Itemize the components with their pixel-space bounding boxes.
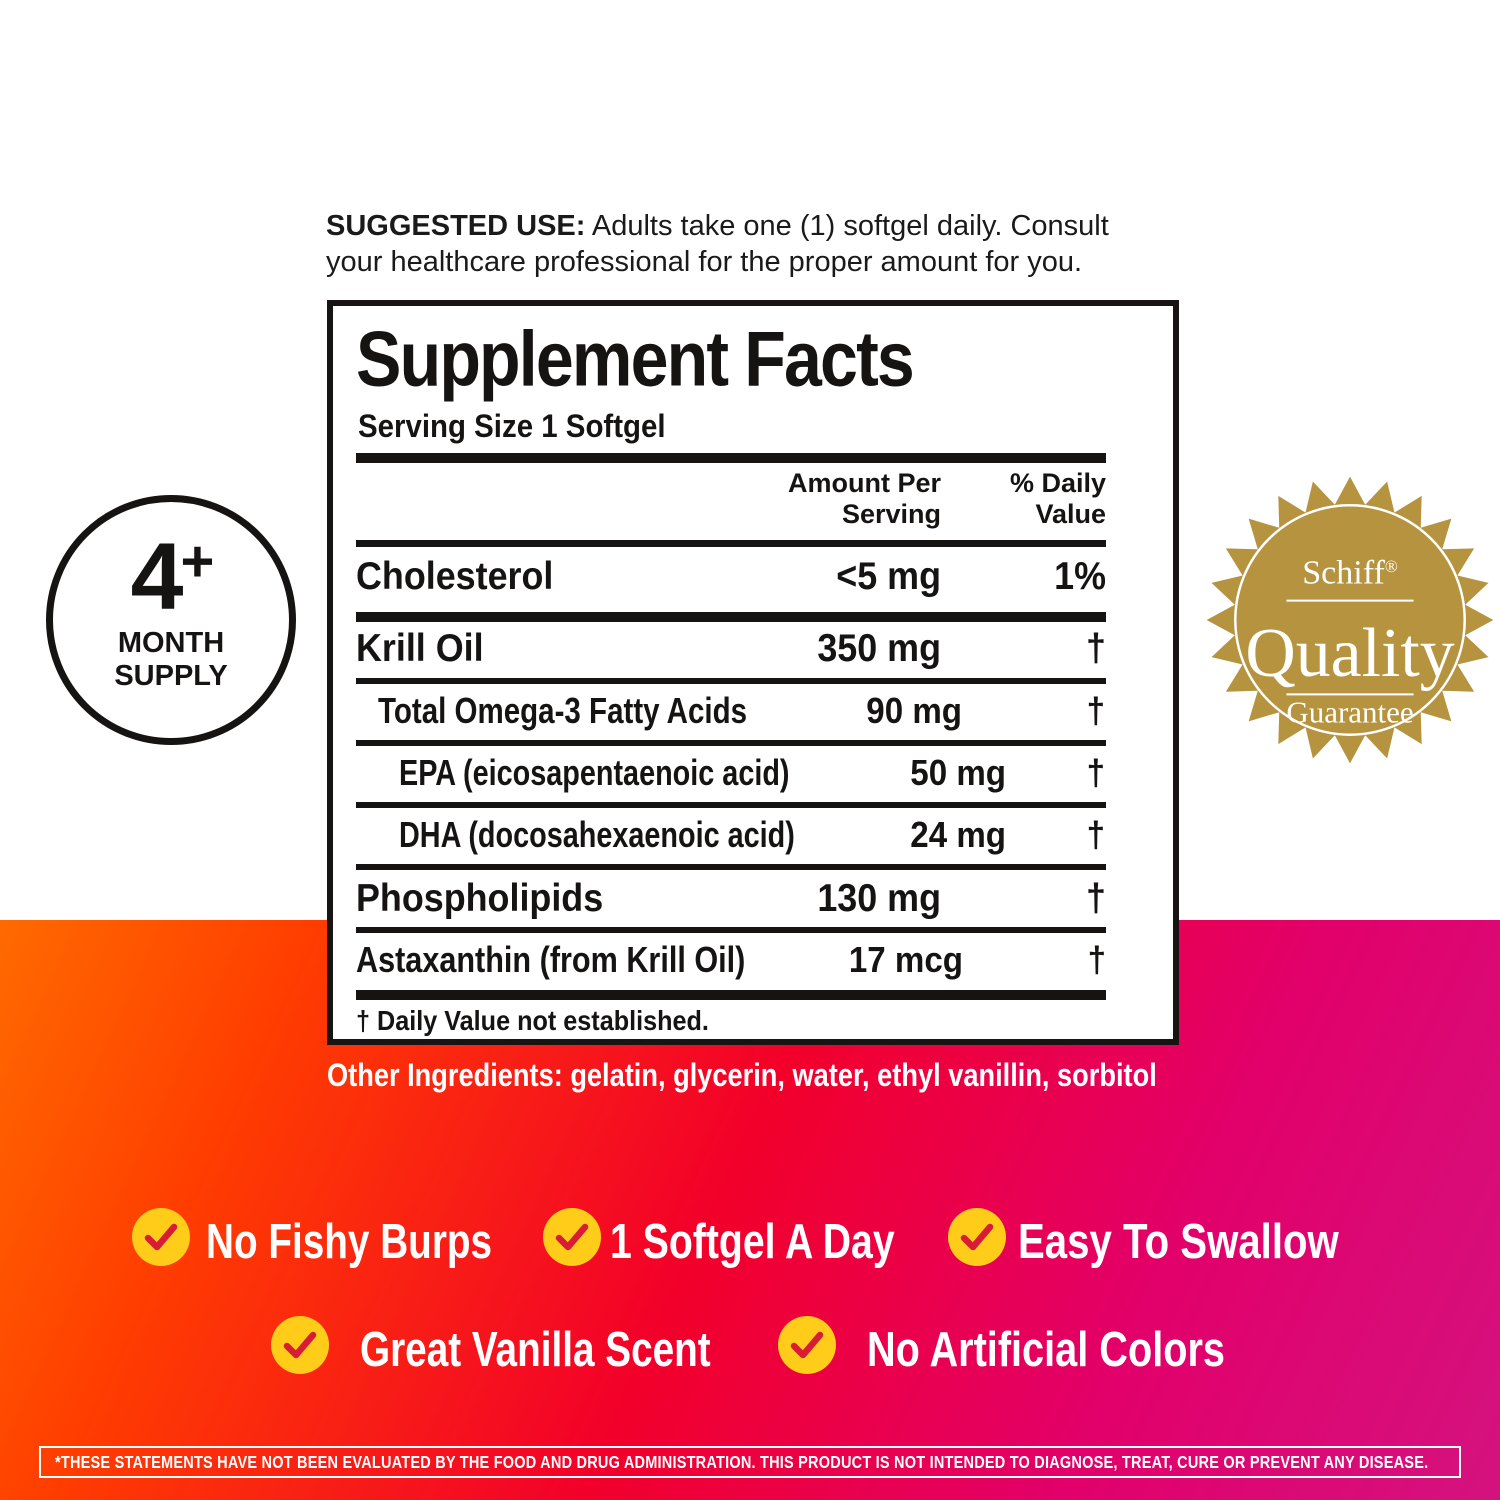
- svg-text:Guarantee: Guarantee: [1286, 694, 1413, 729]
- svg-text:Schiff®: Schiff®: [1302, 555, 1398, 592]
- svg-text:Quality: Quality: [1245, 615, 1454, 692]
